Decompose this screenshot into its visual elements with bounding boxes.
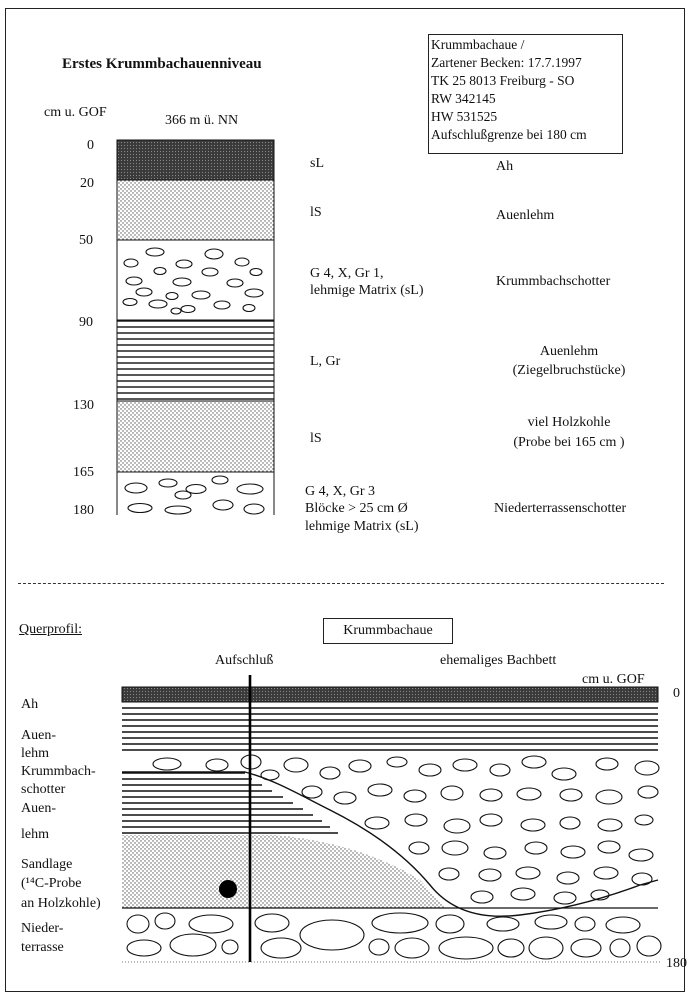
xs-legend-label: lehm bbox=[21, 827, 49, 842]
layer-description: viel Holzkohle bbox=[527, 415, 611, 430]
page-frame bbox=[5, 8, 685, 992]
texture-label: G 4, X, Gr 1, bbox=[310, 266, 384, 281]
layer-description: Krummbachschotter bbox=[496, 274, 611, 289]
xs-depth-top: 0 bbox=[673, 686, 680, 701]
xs-legend-label: terrasse bbox=[21, 940, 64, 955]
c14-sample-dot bbox=[219, 880, 237, 898]
xs-legend-label: schotter bbox=[21, 782, 66, 797]
section-divider bbox=[18, 583, 664, 584]
xs-gravel-pebbles bbox=[152, 754, 660, 905]
texture-label: lehmige Matrix (sL) bbox=[310, 283, 424, 298]
layer-gravel-1 bbox=[116, 239, 275, 321]
info-line: Aufschlußgrenze bei 180 cm bbox=[431, 127, 587, 142]
texture-label: lehmige Matrix (sL) bbox=[305, 519, 419, 534]
texture-label: L, Gr bbox=[310, 354, 341, 369]
info-line: RW 342145 bbox=[431, 91, 496, 106]
xs-lower-loam-lines bbox=[122, 772, 338, 834]
xs-legend-label: lehm bbox=[21, 746, 49, 761]
gravel-1-pebbles bbox=[122, 247, 264, 315]
xs-legend-label: Auen- bbox=[21, 801, 56, 816]
cross-section-heading: Querprofil: bbox=[19, 622, 82, 637]
texture-label: lS bbox=[310, 431, 322, 446]
layer-description: Ah bbox=[496, 159, 514, 174]
depth-label: 165 bbox=[73, 465, 94, 480]
depth-label: 0 bbox=[87, 138, 94, 153]
xs-channel-boundary bbox=[122, 771, 659, 917]
depth-label: 180 bbox=[73, 503, 94, 518]
layer-sand-2 bbox=[116, 400, 275, 473]
info-line: Krummbachaue / bbox=[431, 37, 525, 52]
xs-legend-label: Sandlage bbox=[21, 857, 73, 872]
texture-label: sL bbox=[310, 156, 324, 171]
xs-depth-bottom: 180 bbox=[666, 956, 687, 971]
layer-description: Auenlehm bbox=[496, 208, 555, 223]
layer-description: Niederterrassenschotter bbox=[494, 501, 627, 516]
layer-sand-1 bbox=[116, 179, 275, 241]
info-box: Krummbachaue / Zartener Becken: 17.7.199… bbox=[428, 34, 623, 154]
depth-label: 90 bbox=[79, 315, 93, 330]
xs-legend-label: Auen- bbox=[21, 728, 56, 743]
info-line: Zartener Becken: 17.7.1997 bbox=[431, 55, 582, 70]
xs-terrace-pebbles bbox=[126, 912, 662, 960]
info-line: TK 25 8013 Freiburg - SO bbox=[431, 73, 575, 88]
layer-description: Auenlehm bbox=[539, 344, 599, 359]
profile-column bbox=[116, 139, 275, 515]
elevation-label: 366 m ü. NN bbox=[165, 113, 239, 128]
texture-label: Blöcke > 25 cm Ø bbox=[305, 501, 408, 516]
xs-legend-label: an Holzkohle) bbox=[21, 896, 101, 911]
depth-label: 20 bbox=[80, 176, 94, 191]
xs-legend-label: Krummbach- bbox=[21, 764, 96, 779]
xs-sand-layer bbox=[122, 835, 445, 908]
profile-title: Erstes Krummbachauenniveau bbox=[62, 56, 262, 72]
xs-legend-label: (¹⁴C-Probe bbox=[21, 876, 82, 891]
texture-label: G 4, X, Gr 3 bbox=[305, 484, 375, 499]
texture-label: lS bbox=[310, 205, 322, 220]
cross-section-label-box: Krummbachaue bbox=[323, 618, 453, 644]
xs-depth-header: cm u. GOF bbox=[582, 672, 645, 687]
xs-auenlehm-lines bbox=[122, 707, 658, 751]
info-line: HW 531525 bbox=[431, 109, 498, 124]
aufschluss-label: Aufschluß bbox=[215, 653, 274, 668]
xs-legend-label: Ah bbox=[21, 697, 39, 712]
xs-legend-label: Nieder- bbox=[21, 921, 64, 936]
layer-gravel-2-outline bbox=[116, 471, 275, 515]
layer-description: (Ziegelbruchstücke) bbox=[512, 363, 626, 378]
layer-description: (Probe bei 165 cm ) bbox=[513, 435, 625, 450]
cross-section-graphics bbox=[121, 675, 662, 963]
gravel-2-pebbles bbox=[124, 475, 265, 515]
layer-ah bbox=[116, 139, 275, 181]
layer-loam bbox=[116, 319, 275, 402]
xs-ah-band bbox=[121, 686, 659, 703]
depth-label: 50 bbox=[79, 233, 93, 248]
depth-header: cm u. GOF bbox=[44, 105, 107, 120]
bachbett-label: ehemaliges Bachbett bbox=[440, 653, 557, 668]
depth-label: 130 bbox=[73, 398, 94, 413]
